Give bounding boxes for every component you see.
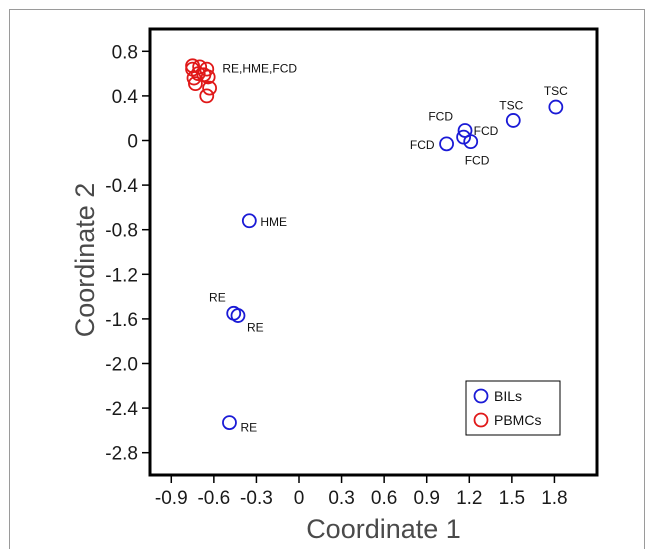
x-tick-label: 1.5 (499, 488, 525, 509)
bils-point (439, 136, 454, 152)
y-tick-label: -0.4 (105, 176, 138, 197)
y-tick-label: -2.0 (105, 355, 138, 376)
pbmcs-point (186, 70, 202, 86)
point-label: HME (260, 215, 287, 229)
plot-area-border (148, 27, 599, 477)
legend-label-bils: BILs (494, 388, 522, 404)
point-label: FCD (474, 124, 499, 138)
cluster-annotation: RE,HME,FCD (222, 61, 297, 75)
bils-point (230, 308, 246, 323)
x-tick-label: -0.6 (197, 488, 230, 509)
point-label: RE (240, 421, 257, 435)
x-tick-label: 0.9 (414, 488, 440, 509)
x-tick-label: 0.6 (371, 488, 397, 509)
legend-marker-bils (473, 388, 489, 404)
pbmcs-point (185, 61, 200, 77)
y-tick-label: -2.8 (105, 444, 138, 465)
y-tick-label: -1.2 (105, 265, 138, 286)
bils-point (463, 134, 479, 150)
bils-point (548, 99, 564, 115)
point-label: RE (247, 321, 264, 335)
bils-point (505, 113, 521, 128)
x-tick-label: 1.8 (541, 488, 567, 509)
point-label: RE (209, 290, 226, 304)
pbmcs-point (188, 76, 203, 92)
point-label: FCD (410, 138, 435, 152)
point-label: TSC (544, 84, 568, 98)
y-tick-label: 0.8 (112, 42, 138, 63)
point-label: TSC (499, 98, 523, 112)
bils-point (241, 213, 257, 229)
pbmcs-point (199, 88, 215, 104)
x-tick-label: 1.2 (456, 488, 482, 509)
legend-marker-pbmcs (473, 412, 489, 428)
pbmcs-point (202, 80, 218, 96)
x-tick-label: 0 (294, 488, 305, 509)
point-label: FCD (428, 109, 453, 123)
x-axis-title: Coordinate 1 (306, 514, 461, 544)
x-tick-label: -0.9 (155, 488, 188, 509)
y-tick-label: -0.8 (105, 221, 138, 242)
y-tick-label: 0.4 (112, 87, 139, 108)
y-tick-label: -1.6 (105, 310, 138, 331)
legend-label-pbmcs: PBMCs (494, 412, 541, 428)
y-tick-label: 0 (127, 132, 138, 153)
pbmcs-point (200, 69, 216, 85)
x-tick-label: 0.3 (328, 488, 354, 509)
figure-frame (9, 9, 645, 549)
y-tick-label: -2.4 (105, 399, 138, 420)
point-label: FCD (465, 154, 490, 168)
y-axis-title: Coordinate 2 (70, 183, 100, 338)
x-tick-label: -0.3 (240, 488, 273, 509)
bils-point (222, 415, 237, 430)
